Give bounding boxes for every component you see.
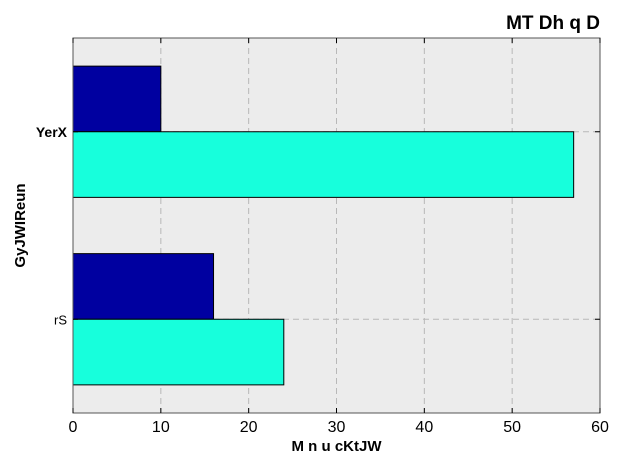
x-axis-ticks: 0 10 20 30 40 50 60 [69, 38, 609, 436]
x-tick-label: 10 [152, 419, 170, 436]
x-axis-label: M n u cKtJW [292, 438, 383, 455]
x-tick-label: 40 [415, 419, 433, 436]
bar-YerX-series-2 [72, 131, 575, 198]
x-tick-label: 30 [328, 419, 346, 436]
x-tick-label: 60 [591, 419, 609, 436]
y-tick-label: YerX [36, 124, 68, 140]
x-tick-label: 50 [503, 419, 521, 436]
y-tick-label: rS [54, 312, 67, 327]
bar-rS-series-1 [72, 253, 215, 320]
y-axis-label: GyJWIReun [12, 183, 29, 267]
x-tick-label: 0 [69, 419, 78, 436]
chart-title: MT Dh q D [506, 13, 600, 34]
bar-YerX-series-1 [72, 65, 162, 133]
x-tick-label: 20 [240, 419, 258, 436]
bar-rS-series-2 [72, 318, 285, 386]
y-axis-ticks: rS YerX [36, 124, 600, 327]
bars-group [72, 65, 575, 386]
